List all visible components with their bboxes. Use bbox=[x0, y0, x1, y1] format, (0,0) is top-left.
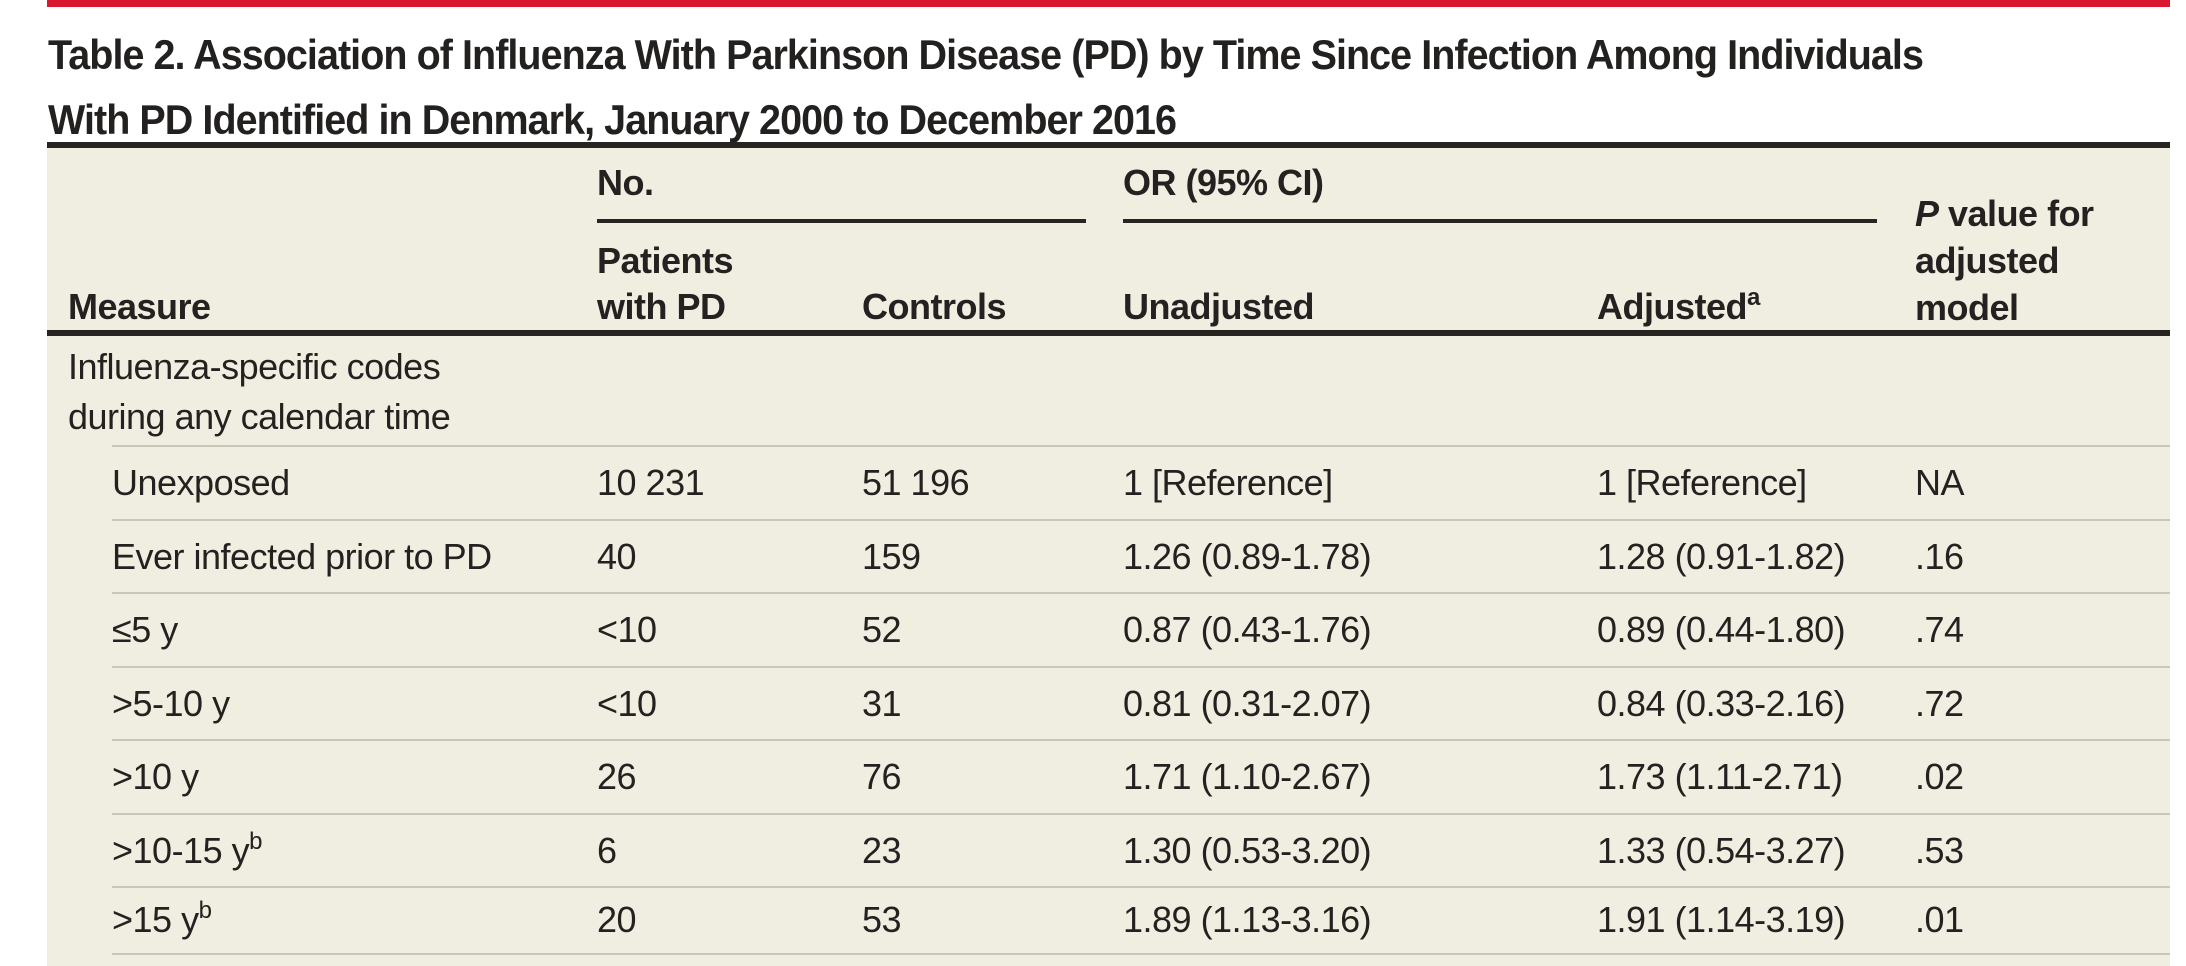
measure-cell: ≤5 y bbox=[112, 609, 178, 650]
column-header-measure: Measure bbox=[68, 286, 211, 327]
column-header-adjusted: Adjusteda bbox=[1597, 284, 1760, 335]
row-divider bbox=[112, 886, 2170, 888]
controls-cell: 51 196 bbox=[862, 462, 970, 503]
pvalue-header-line3: model bbox=[1915, 287, 2019, 328]
measure-cell: Ever infected prior to PD bbox=[112, 536, 492, 577]
row-divider bbox=[112, 813, 2170, 815]
adjusted-cell: 1.28 (0.91-1.82) bbox=[1597, 536, 1846, 577]
group-header-or: OR (95% CI) bbox=[1123, 162, 1324, 203]
no-group-underline bbox=[597, 219, 1086, 223]
column-header-pvalue: P value for adjusted model bbox=[1915, 190, 2094, 331]
unadjusted-cell: 1.30 (0.53-3.20) bbox=[1123, 830, 1372, 871]
column-header-controls: Controls bbox=[862, 286, 1007, 327]
pvalue-cell: .16 bbox=[1915, 536, 1964, 577]
section-header-line1: Influenza-specific codes bbox=[68, 346, 441, 387]
group-header-no: No. bbox=[597, 162, 654, 203]
adjusted-cell: 1 [Reference] bbox=[1597, 462, 1807, 503]
header-bottom-rule bbox=[47, 330, 2170, 336]
row-divider bbox=[112, 519, 2170, 521]
pvalue-cell: .01 bbox=[1915, 899, 1964, 940]
measure-cell: >5-10 y bbox=[112, 683, 230, 724]
pvalue-cell: NA bbox=[1915, 462, 1965, 503]
pvalue-cell: .74 bbox=[1915, 609, 1964, 650]
measure-cell: Unexposed bbox=[112, 462, 290, 503]
patients-cell: <10 bbox=[597, 683, 657, 724]
unadjusted-cell: 0.87 (0.43-1.76) bbox=[1123, 609, 1372, 650]
table-surface bbox=[47, 142, 2170, 966]
pvalue-italic-p: P bbox=[1915, 193, 1939, 234]
row-divider bbox=[112, 666, 2170, 668]
controls-cell: 52 bbox=[862, 609, 902, 650]
patients-cell: 40 bbox=[597, 536, 637, 577]
adjusted-cell: 0.89 (0.44-1.80) bbox=[1597, 609, 1846, 650]
row-divider bbox=[112, 739, 2170, 741]
table-accent-bar bbox=[47, 0, 2170, 7]
table-title: Table 2. Association of Influenza With P… bbox=[48, 22, 1924, 152]
controls-cell: 159 bbox=[862, 536, 921, 577]
controls-cell: 76 bbox=[862, 756, 902, 797]
patients-cell: 6 bbox=[597, 830, 617, 871]
patients-cell: <10 bbox=[597, 609, 657, 650]
unadjusted-cell: 1.26 (0.89-1.78) bbox=[1123, 536, 1372, 577]
pvalue-rest: value for bbox=[1938, 193, 2094, 234]
table-title-line1: Table 2. Association of Influenza With P… bbox=[48, 31, 1924, 78]
patients-header-line2: with PD bbox=[597, 286, 726, 327]
adjusted-cell: 1.91 (1.14-3.19) bbox=[1597, 899, 1846, 940]
adjusted-cell: 0.84 (0.33-2.16) bbox=[1597, 683, 1846, 724]
unadjusted-cell: 0.81 (0.31-2.07) bbox=[1123, 683, 1372, 724]
measure-cell: >15 yb bbox=[112, 897, 212, 940]
unadjusted-cell: 1 [Reference] bbox=[1123, 462, 1333, 503]
or-group-underline bbox=[1123, 219, 1877, 223]
section-header-line2: during any calendar time bbox=[68, 396, 451, 437]
patients-cell: 10 231 bbox=[597, 462, 705, 503]
column-header-patients: Patients with PD bbox=[597, 238, 734, 330]
section-header: Influenza-specific codes during any cale… bbox=[68, 342, 451, 442]
pvalue-cell: .72 bbox=[1915, 683, 1964, 724]
table-title-line2: With PD Identified in Denmark, January 2… bbox=[48, 96, 1177, 143]
unadjusted-cell: 1.89 (1.13-3.16) bbox=[1123, 899, 1372, 940]
pvalue-cell: .02 bbox=[1915, 756, 1964, 797]
row-divider bbox=[112, 445, 2170, 447]
pvalue-header-line2: adjusted bbox=[1915, 240, 2060, 281]
measure-cell: >10-15 yb bbox=[112, 828, 263, 871]
adjusted-cell: 1.33 (0.54-3.27) bbox=[1597, 830, 1846, 871]
row-divider bbox=[112, 953, 2170, 955]
pvalue-cell: .53 bbox=[1915, 830, 1964, 871]
controls-cell: 23 bbox=[862, 830, 902, 871]
patients-header-line1: Patients bbox=[597, 240, 734, 281]
patients-cell: 26 bbox=[597, 756, 637, 797]
patients-cell: 20 bbox=[597, 899, 637, 940]
column-header-unadjusted: Unadjusted bbox=[1123, 286, 1315, 327]
unadjusted-cell: 1.71 (1.10-2.67) bbox=[1123, 756, 1372, 797]
pvalue-header-line1: P value for bbox=[1915, 190, 2094, 237]
adjusted-cell: 1.73 (1.11-2.71) bbox=[1597, 756, 1843, 797]
controls-cell: 31 bbox=[862, 683, 902, 724]
row-divider bbox=[112, 592, 2170, 594]
measure-cell: >10 y bbox=[112, 756, 199, 797]
controls-cell: 53 bbox=[862, 899, 902, 940]
adjusted-label: Adjusted bbox=[1597, 286, 1748, 327]
adjusted-footnote-marker: a bbox=[1747, 284, 1761, 311]
